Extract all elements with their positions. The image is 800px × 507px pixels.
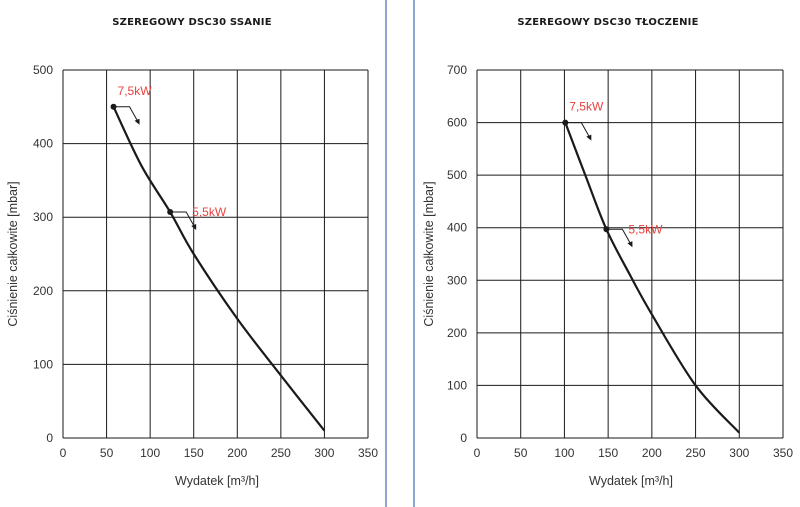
x-tick-label: 300: [729, 446, 749, 460]
x-tick-label: 100: [140, 446, 160, 460]
marker-pointer: [565, 122, 591, 139]
marker-pointer: [606, 228, 632, 246]
chart-tloczenie: SZEREGOWY DSC30 TŁOCZENIE 0 50 100 150 200 25…: [422, 17, 793, 488]
y-tick-labels: 0 100 200 300 400 500 600 700: [447, 63, 467, 445]
marker-pointer: [113, 106, 139, 124]
power-label: 7,5kW: [118, 84, 153, 98]
x-tick-label: 250: [686, 446, 706, 460]
x-tick-label: 50: [100, 446, 114, 460]
marker-arrowhead: [627, 241, 633, 248]
y-tick-label: 500: [33, 63, 53, 77]
chart-title: SZEREGOWY DSC30 SSANIE: [112, 17, 272, 28]
grid: [62, 69, 369, 439]
marker-arrowhead: [191, 224, 197, 231]
y-tick-label: 300: [447, 273, 467, 287]
y-tick-labels: 0 100 200 300 400 500: [33, 63, 53, 445]
y-tick-label: 700: [447, 63, 467, 77]
y-tick-label: 0: [460, 431, 467, 445]
x-tick-label: 0: [60, 446, 67, 460]
y-tick-label: 200: [33, 284, 53, 298]
y-tick-label: 400: [33, 137, 53, 151]
chart-title: SZEREGOWY DSC30 TŁOCZENIE: [517, 17, 698, 28]
power-label: 5,5kW: [192, 205, 227, 219]
y-tick-label: 500: [447, 168, 467, 182]
marker-pointer: [170, 211, 196, 229]
y-tick-label: 200: [447, 326, 467, 340]
y-tick-label: 600: [447, 116, 467, 130]
x-tick-label: 350: [358, 446, 378, 460]
x-tick-label: 300: [314, 446, 334, 460]
markers: 7,5kW 5,5kW: [562, 100, 663, 248]
x-tick-labels: 0 50 100 150 200 250 300 350: [60, 446, 379, 460]
x-tick-label: 150: [184, 446, 204, 460]
chart-ssanie: SZEREGOWY DSC30 SSANIE 0 50 100 150 200 250 30…: [6, 17, 378, 488]
x-tick-label: 250: [271, 446, 291, 460]
series-line: [112, 106, 326, 432]
series: [564, 122, 741, 434]
x-axis-label: Wydatek [m³/h]: [175, 474, 259, 488]
y-tick-label: 0: [46, 431, 53, 445]
x-tick-label: 50: [514, 446, 528, 460]
y-axis-label: Ciśnienie całkowite [mbar]: [6, 181, 20, 326]
markers: 7,5kW 5,5kW: [110, 84, 227, 231]
series-line: [564, 122, 741, 434]
x-tick-label: 200: [227, 446, 247, 460]
x-tick-label: 150: [598, 446, 618, 460]
series: [112, 106, 326, 432]
marker-arrowhead: [134, 118, 140, 125]
marker-arrowhead: [586, 134, 592, 141]
grid: [476, 69, 784, 439]
x-tick-label: 200: [642, 446, 662, 460]
y-tick-label: 100: [447, 378, 467, 392]
power-label: 5,5kW: [628, 222, 663, 236]
y-tick-label: 400: [447, 221, 467, 235]
y-tick-label: 300: [33, 210, 53, 224]
x-tick-labels: 0 50 100 150 200 250 300 350: [474, 446, 794, 460]
x-tick-label: 350: [773, 446, 793, 460]
x-tick-label: 100: [554, 446, 574, 460]
y-tick-label: 100: [33, 357, 53, 371]
x-tick-label: 0: [474, 446, 481, 460]
x-axis-label: Wydatek [m³/h]: [589, 474, 673, 488]
y-axis-label: Ciśnienie całkowite [mbar]: [422, 181, 436, 326]
power-label: 7,5kW: [569, 100, 604, 114]
